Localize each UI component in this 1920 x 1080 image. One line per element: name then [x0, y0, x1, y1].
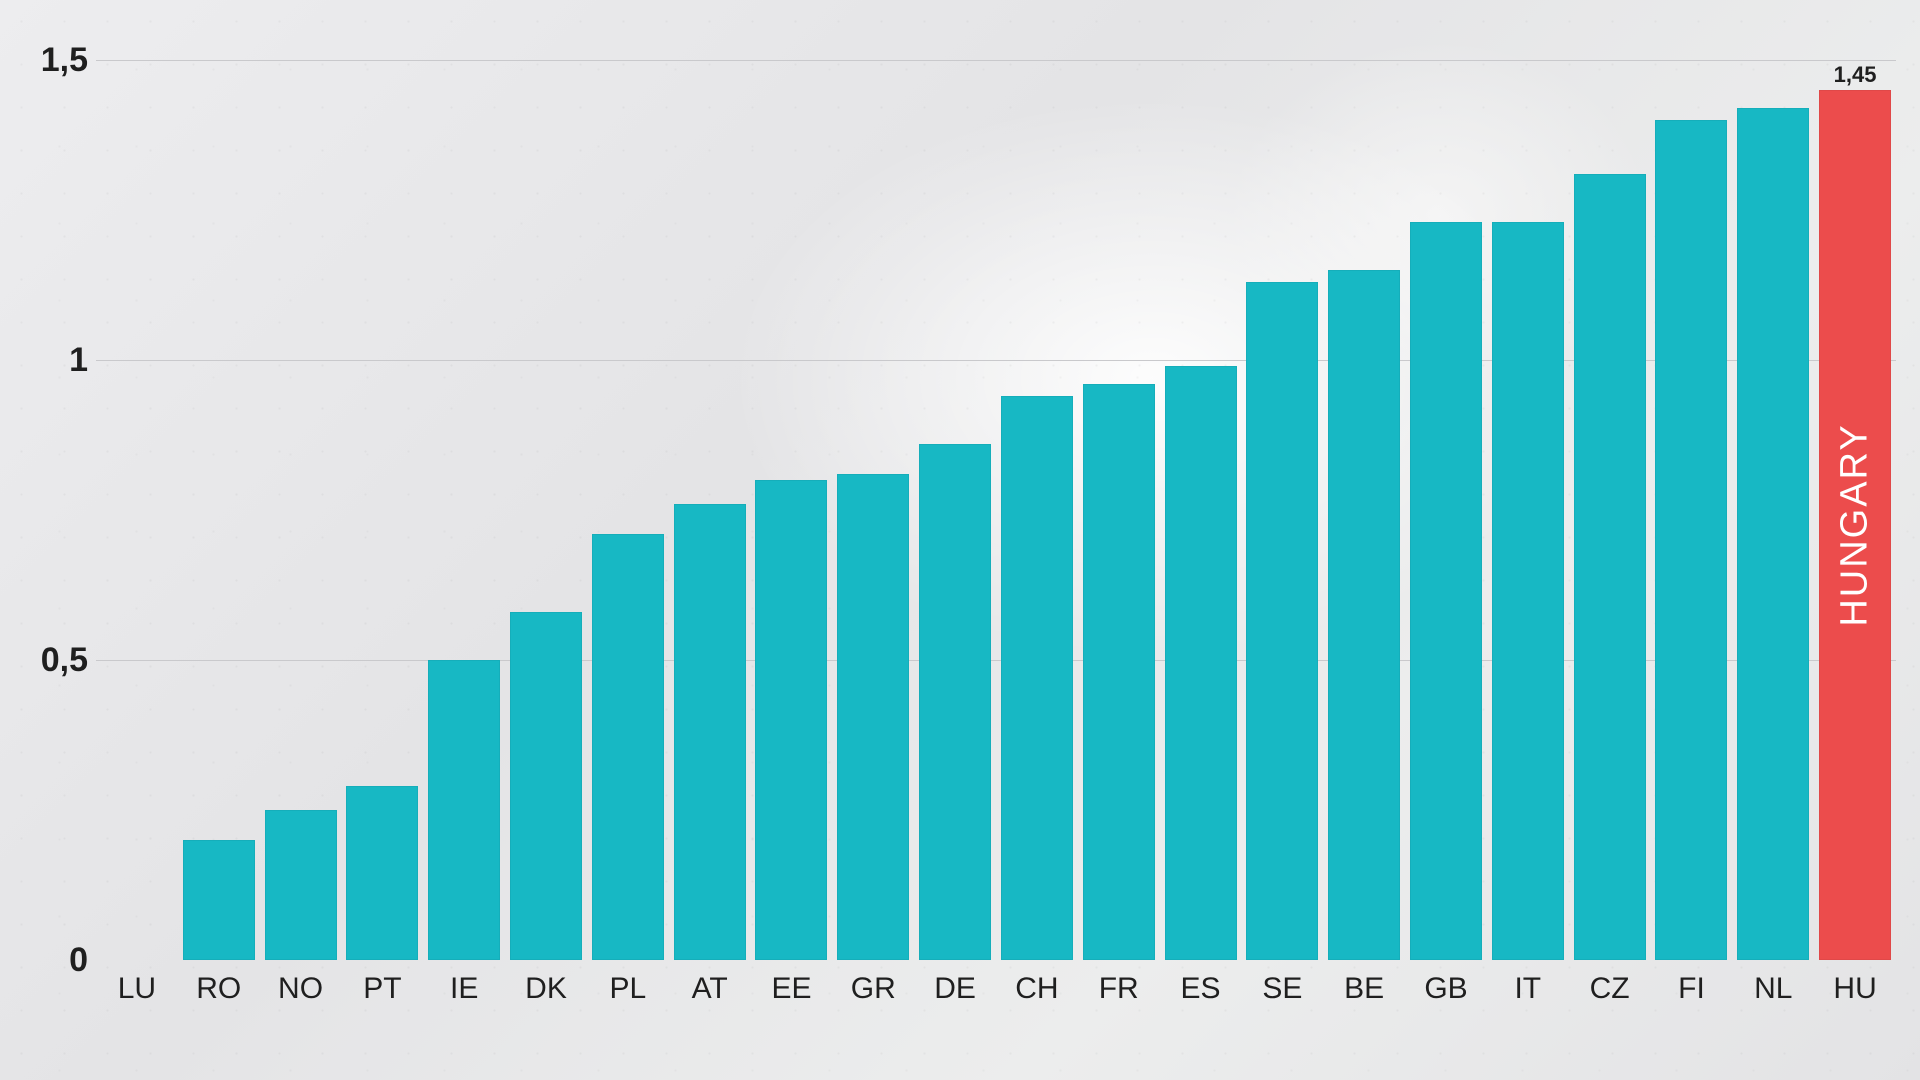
bar-chart: 00,511,5 LURONOPTIEDKPLATEEGRDECHFRESSEB… — [96, 60, 1896, 1020]
bar-ch: CH — [1001, 396, 1073, 960]
bar-fr: FR — [1083, 384, 1155, 960]
x-axis-category-label: IE — [450, 972, 478, 1006]
y-axis-tick-label: 1 — [18, 343, 88, 377]
bar-gb: GB — [1410, 222, 1482, 960]
y-axis-tick-label: 1,5 — [18, 43, 88, 77]
bar-ee: EE — [755, 480, 827, 960]
x-axis-category-label: NL — [1754, 972, 1792, 1006]
x-axis-category-label: CH — [1015, 972, 1058, 1006]
x-axis-category-label: SE — [1262, 972, 1302, 1006]
x-axis-category-label: GB — [1424, 972, 1467, 1006]
bar-gr: GR — [837, 474, 909, 960]
bars-container: LURONOPTIEDKPLATEEGRDECHFRESSEBEGBITCZFI… — [96, 60, 1896, 960]
bar-pl: PL — [592, 534, 664, 960]
bar-hu: HU1,45HUNGARY — [1819, 90, 1891, 960]
plot-area: 00,511,5 LURONOPTIEDKPLATEEGRDECHFRESSEB… — [96, 60, 1896, 960]
x-axis-category-label: PT — [363, 972, 401, 1006]
bar-fi: FI — [1655, 120, 1727, 960]
bar-cz: CZ — [1574, 174, 1646, 960]
bar-es: ES — [1165, 366, 1237, 960]
x-axis-category-label: EE — [771, 972, 811, 1006]
x-axis-category-label: IT — [1514, 972, 1541, 1006]
x-axis-category-label: NO — [278, 972, 323, 1006]
bar-be: BE — [1328, 270, 1400, 960]
x-axis-category-label: DK — [525, 972, 567, 1006]
bar-nl: NL — [1737, 108, 1809, 960]
x-axis-category-label: PL — [609, 972, 646, 1006]
x-axis-category-label: HU — [1833, 972, 1876, 1006]
bar-value-label: 1,45 — [1834, 62, 1877, 88]
bar-pt: PT — [346, 786, 418, 960]
chart-frame: 00,511,5 LURONOPTIEDKPLATEEGRDECHFRESSEB… — [0, 0, 1920, 1080]
x-axis-category-label: LU — [118, 972, 156, 1006]
x-axis-category-label: FI — [1678, 972, 1705, 1006]
bar-de: DE — [919, 444, 991, 960]
y-axis-tick-label: 0,5 — [18, 643, 88, 677]
x-axis-category-label: ES — [1181, 972, 1221, 1006]
x-axis-category-label: RO — [196, 972, 241, 1006]
x-axis-category-label: BE — [1344, 972, 1384, 1006]
bar-dk: DK — [510, 612, 582, 960]
bar-se: SE — [1246, 282, 1318, 960]
bar-ie: IE — [428, 660, 500, 960]
x-axis-category-label: AT — [692, 972, 728, 1006]
x-axis-category-label: CZ — [1590, 972, 1630, 1006]
y-axis-tick-label: 0 — [18, 943, 88, 977]
bar-ro: RO — [183, 840, 255, 960]
x-axis-category-label: DE — [934, 972, 976, 1006]
bar-it: IT — [1492, 222, 1564, 960]
bar-inside-label: HUNGARY — [1834, 423, 1877, 626]
x-axis-category-label: FR — [1099, 972, 1139, 1006]
x-axis-category-label: GR — [851, 972, 896, 1006]
bar-at: AT — [674, 504, 746, 960]
bar-no: NO — [265, 810, 337, 960]
